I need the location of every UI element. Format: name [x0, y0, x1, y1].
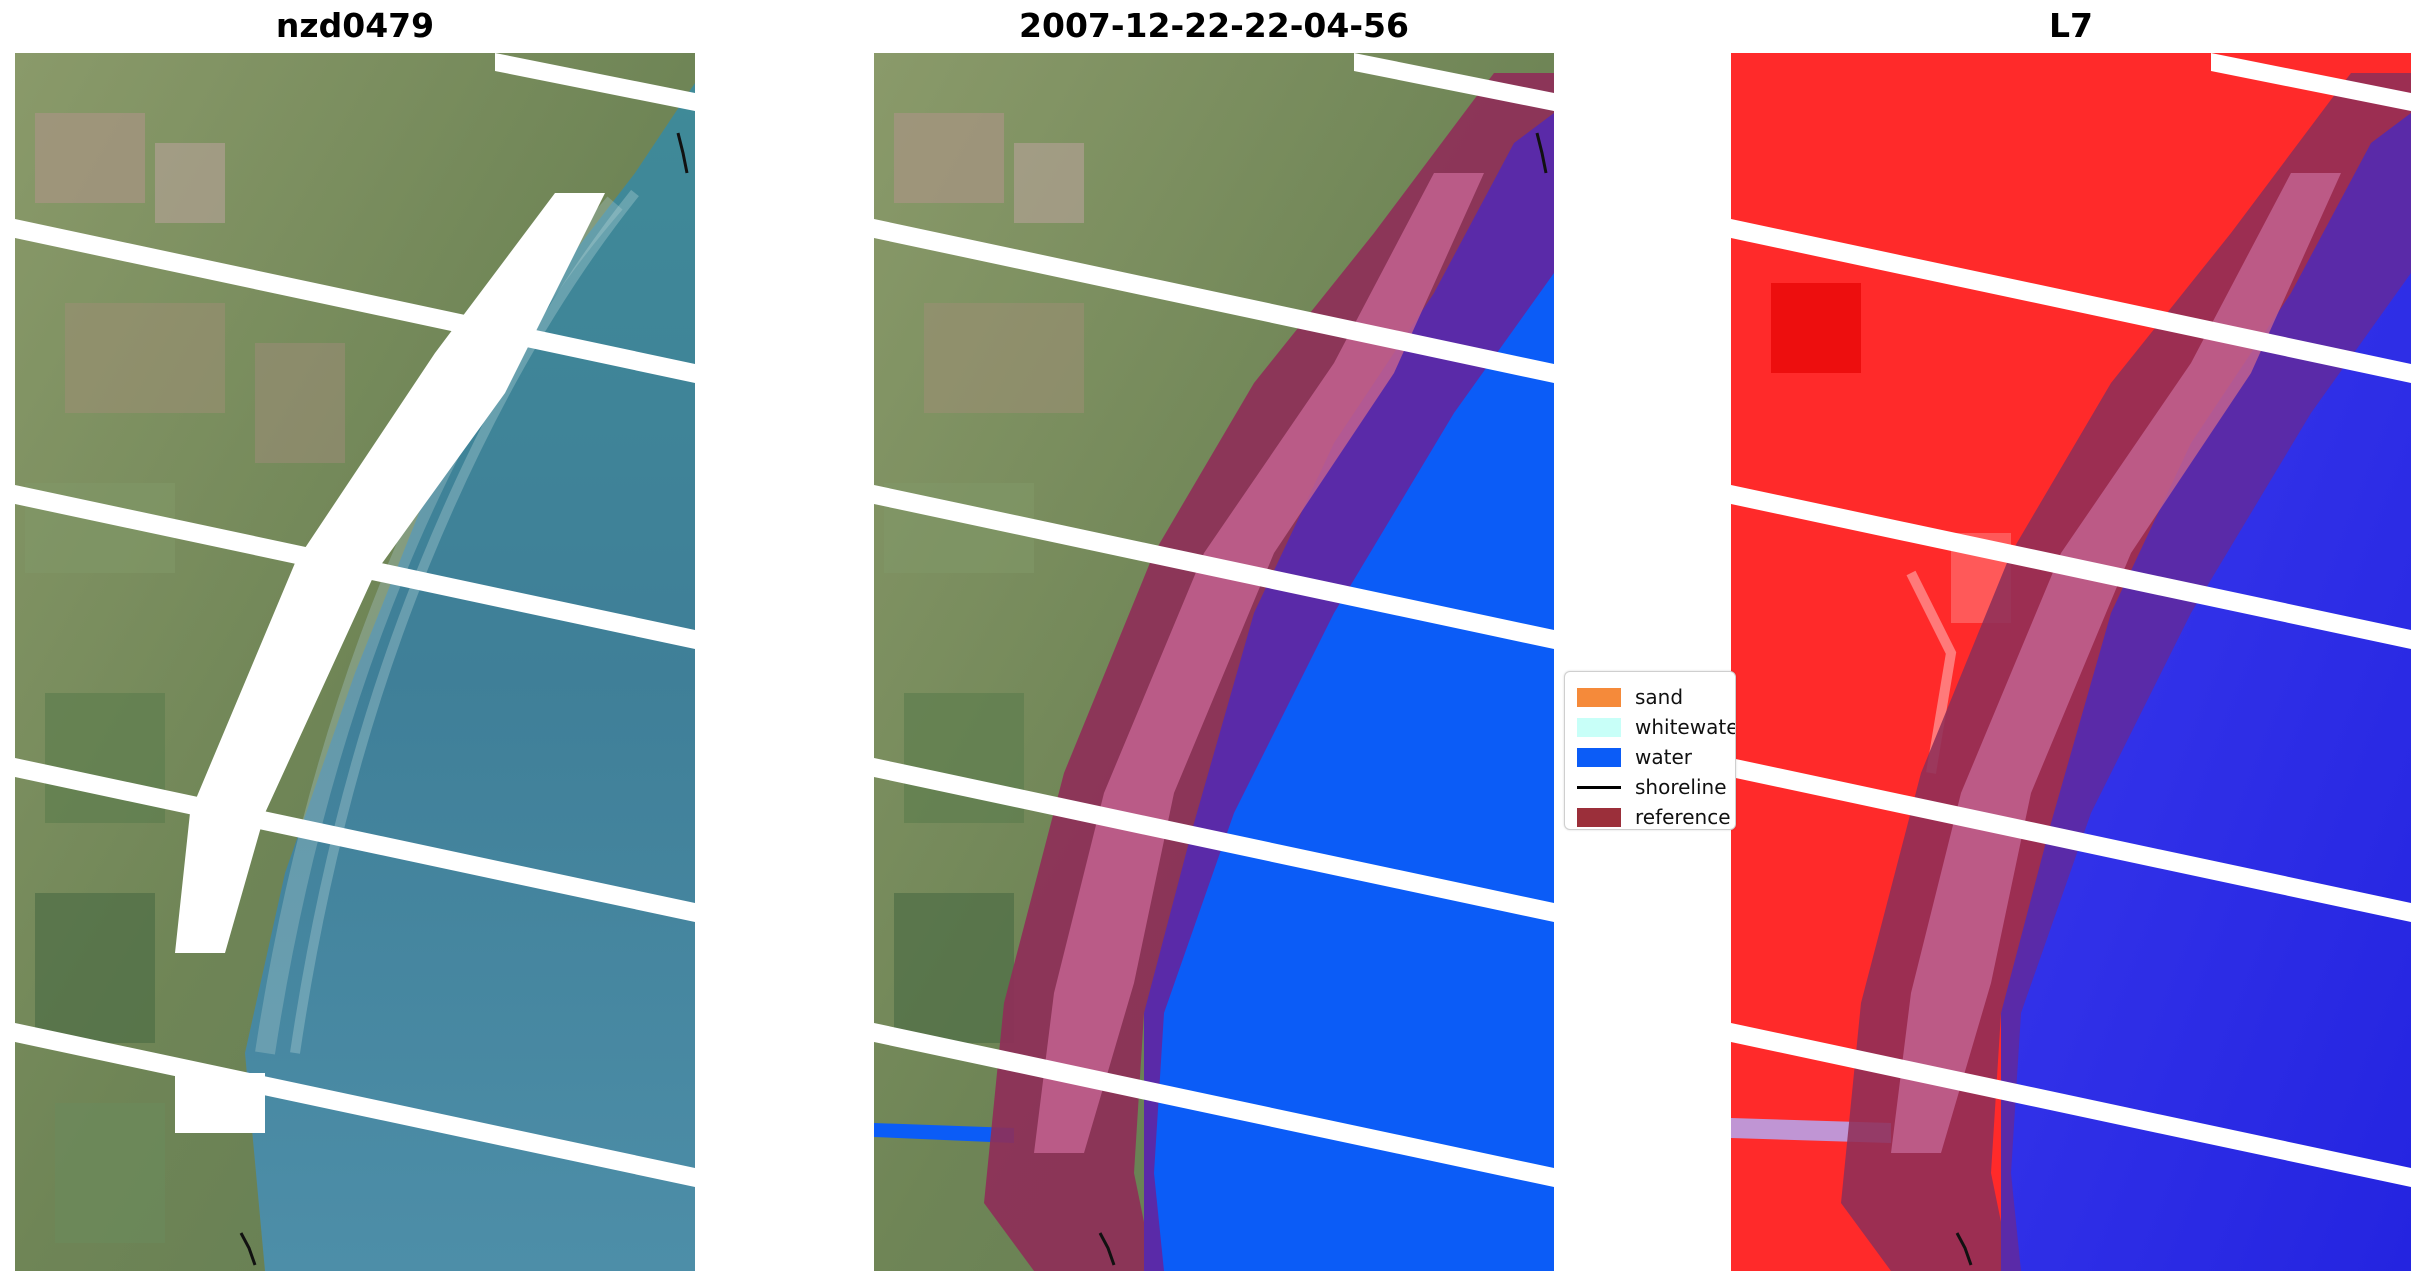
- legend: sand whitewater water shoreline referenc…: [1564, 671, 1736, 830]
- classified-image-panel: [874, 53, 1554, 1271]
- panel-title-rgb: nzd0479: [275, 6, 435, 45]
- legend-label-shoreline: shoreline: [1635, 775, 1727, 799]
- legend-item-whitewater: whitewater: [1565, 713, 1735, 741]
- shoreline-line: [1577, 785, 1621, 789]
- false-color-image-panel: [1731, 53, 2411, 1271]
- legend-label-sand: sand: [1635, 685, 1684, 709]
- legend-label-whitewater: whitewater: [1635, 715, 1736, 739]
- reference-swatch: [1577, 807, 1621, 827]
- rgb-image: [15, 53, 695, 1271]
- panel-title-classified: 2007-12-22-22-04-56: [1019, 6, 1409, 45]
- legend-item-sand: sand: [1565, 683, 1735, 711]
- classified-image: [874, 53, 1554, 1271]
- rgb-image-panel: [15, 53, 695, 1271]
- sand-swatch: [1577, 687, 1621, 707]
- legend-label-water: water: [1635, 745, 1692, 769]
- panel-title-false-color: L7: [2049, 6, 2093, 45]
- water-swatch: [1577, 747, 1621, 767]
- legend-item-shoreline: shoreline: [1565, 773, 1735, 801]
- legend-item-water: water: [1565, 743, 1735, 771]
- legend-label-reference: reference: [1635, 805, 1731, 829]
- legend-item-reference: reference: [1565, 803, 1735, 829]
- false-color-image: [1731, 53, 2411, 1271]
- whitewater-swatch: [1577, 717, 1621, 737]
